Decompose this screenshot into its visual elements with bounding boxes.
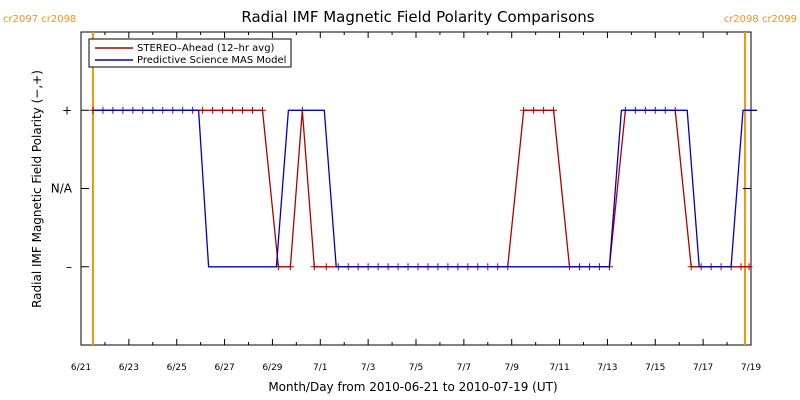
series-group <box>89 106 757 271</box>
plot-frame <box>80 31 752 346</box>
chart-title: Radial IMF Magnetic Field Polarity Compa… <box>241 8 594 26</box>
legend: STEREO–Ahead (12–hr avg) Predictive Scie… <box>88 38 292 68</box>
y-tick-label: N/A <box>51 182 73 196</box>
data-point <box>239 106 247 114</box>
carrington-label: cr2098 cr2099 <box>724 14 797 25</box>
series-line-0 <box>93 109 749 268</box>
carrington-label: cr2097 cr2098 <box>3 14 76 25</box>
data-point <box>687 263 695 271</box>
x-tick-label: 7/11 <box>549 363 569 373</box>
legend-label-mas: Predictive Science MAS Model <box>137 55 286 66</box>
x-tick-label: 7/3 <box>361 363 375 373</box>
data-point <box>737 263 745 271</box>
x-tick-label: 7/9 <box>504 363 519 373</box>
data-point <box>322 263 330 271</box>
data-point <box>286 263 294 271</box>
y-tick-label: – <box>66 260 72 274</box>
x-tick-label: 6/23 <box>119 363 139 373</box>
data-point <box>209 106 217 114</box>
data-point <box>219 106 227 114</box>
data-point <box>199 106 207 114</box>
legend-box <box>88 38 292 68</box>
x-tick-label: 7/5 <box>409 363 423 373</box>
series-line-1 <box>93 109 757 268</box>
x-tick-label: 6/27 <box>214 363 234 373</box>
x-axis-ticks: 6/21 6/23 6/25 6/27 6/29 7/1 7/3 7/5 7/7 7/9 7/11 7… <box>71 32 761 373</box>
data-point <box>745 263 753 271</box>
x-tick-label: 7/15 <box>645 363 665 373</box>
y-tick-label: + <box>62 103 72 117</box>
y-axis-ticks: + N/A – <box>51 103 751 274</box>
legend-label-stereo: STEREO–Ahead (12–hr avg) <box>137 43 275 54</box>
x-tick-label: 7/19 <box>741 363 761 373</box>
x-tick-label: 7/13 <box>597 363 617 373</box>
x-tick-label: 6/21 <box>71 363 91 373</box>
x-tick-label: 6/25 <box>167 363 187 373</box>
data-point <box>310 263 318 271</box>
data-point <box>520 106 528 114</box>
data-point <box>258 106 266 114</box>
x-tick-label: 7/17 <box>693 363 713 373</box>
x-tick-label: 6/29 <box>262 363 282 373</box>
x-tick-label: 7/1 <box>313 363 327 373</box>
x-tick-label: 7/7 <box>457 363 471 373</box>
data-point <box>229 106 237 114</box>
data-point <box>248 106 256 114</box>
data-point <box>550 106 558 114</box>
x-axis-label: Month/Day from 2010-06-21 to 2010-07-19 … <box>268 380 557 394</box>
data-point <box>530 106 538 114</box>
data-point <box>540 106 548 114</box>
y-axis-label: Radial IMF Magnetic Field Polarity (−,+) <box>30 70 44 308</box>
